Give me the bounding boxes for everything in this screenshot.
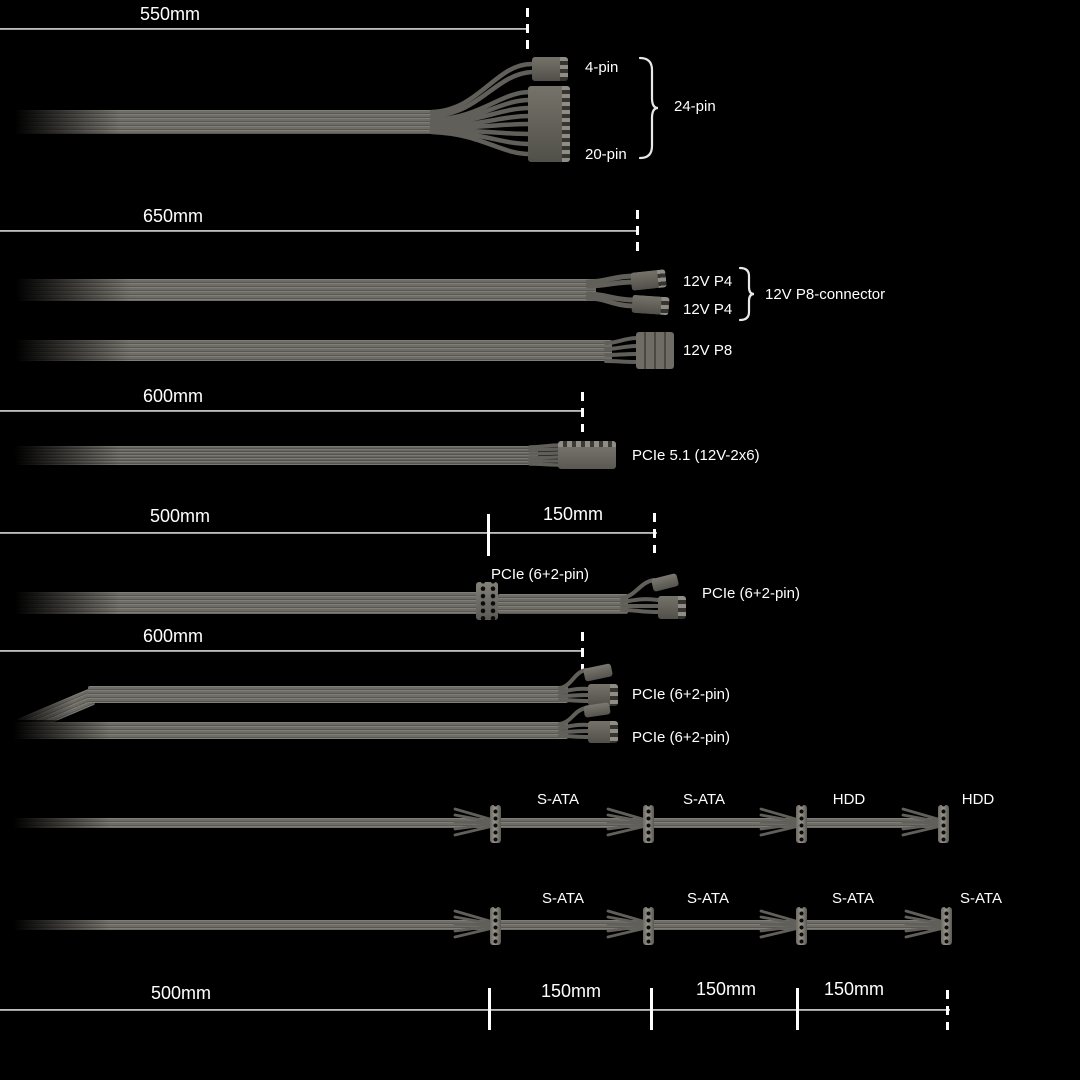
pcie51-connector-label: PCIe 5.1 (12V-2x6): [632, 447, 760, 464]
sata2-connector-2: [643, 907, 654, 945]
scale-tick-2: [650, 988, 653, 1030]
sata-hdd-fanin-1: [453, 807, 495, 837]
cpu-length-label: 650mm: [143, 206, 204, 226]
pcie-dual-top-6pin-connector: [588, 684, 618, 706]
scale-segment-4-label: 150mm: [824, 979, 885, 999]
cpu-p4-connector-top: [630, 269, 667, 291]
pcie-dual-bottom-2pin-connector: [583, 702, 611, 718]
sata2-connector-4: [941, 907, 952, 945]
pcie-chain-end-fan: [620, 578, 660, 614]
pcie51-length-label: 600mm: [143, 386, 204, 406]
pcie51-cable-fade: [0, 444, 120, 467]
hdd-connector-1: [796, 805, 807, 843]
pcie-dual-top-label: PCIe (6+2-pin): [632, 686, 730, 703]
cpu-p8-connector: [636, 332, 674, 369]
cpu-p4-top-label: 12V P4: [683, 273, 733, 290]
pcie-chain-cable-ribbon-ext: [498, 594, 628, 614]
pcie-dual-measure-line: [0, 650, 584, 652]
hdd-fanin-2: [901, 807, 943, 837]
pcie51-measure-tick: [581, 392, 584, 432]
pcie-dual-top-cable-ribbon: [88, 686, 568, 703]
atx-cable-fade: [0, 108, 120, 136]
cpu-p8-cable-ribbon: [0, 340, 612, 361]
sata-connector-1: [490, 805, 501, 843]
atx-measure-tick: [526, 8, 529, 50]
scale-tick-3: [796, 988, 799, 1030]
brace-24pin-icon: [638, 56, 659, 160]
brace-p8-icon: [738, 266, 755, 322]
scale-measure-line: [0, 1009, 950, 1011]
pcie-chain-end-tick: [653, 513, 656, 553]
pcie-dual-measure-tick: [581, 632, 584, 672]
pcie-dual-bottom-cable-ribbon: [0, 722, 568, 739]
sata-hdd-fanin-2: [606, 807, 648, 837]
sata2-fanin-4: [904, 909, 946, 939]
atx-20pin-connector: [528, 86, 570, 162]
pcie-chain-length-main-label: 500mm: [150, 506, 211, 526]
cpu-p4-cable-fan: [585, 273, 637, 309]
sata-label-2: S-ATA: [687, 890, 729, 907]
pcie51-connector: [558, 441, 616, 469]
sata-cable-fade: [0, 918, 110, 932]
atx-20pin-label: 20-pin: [585, 146, 627, 163]
scale-tick-1: [488, 988, 491, 1030]
sata-hdd-label-3: HDD: [832, 791, 866, 808]
cpu-p4-cable-fade: [0, 277, 130, 303]
pcie-dual-bottom-label: PCIe (6+2-pin): [632, 729, 730, 746]
cpu-p8-label: 12V P8: [683, 342, 733, 359]
sata-hdd-label-4: HDD: [961, 791, 995, 808]
atx-4pin-connector: [532, 57, 568, 81]
cpu-p4-cable-ribbon: [0, 279, 596, 301]
sata-hdd-label-2: S-ATA: [683, 791, 725, 808]
cpu-measure-line: [0, 230, 638, 232]
cpu-measure-tick: [636, 210, 639, 252]
atx-4pin-label: 4-pin: [585, 59, 619, 76]
pcie-dual-bottom-6pin-connector: [588, 721, 618, 743]
pcie-chain-cable-ribbon-main: [0, 592, 480, 614]
sata2-connector-1: [490, 907, 501, 945]
pcie-chain-mid-tick: [487, 514, 490, 556]
cpu-p8-group-label: 12V P8-connector: [765, 286, 886, 303]
cpu-p8-cable-fan: [604, 336, 640, 364]
sata-label-3: S-ATA: [832, 890, 874, 907]
pcie51-cable-ribbon: [0, 446, 538, 465]
sata-hdd-cable-fade: [0, 816, 110, 830]
scale-segment-1-label: 500mm: [151, 983, 212, 1003]
sata2-fanin-1: [453, 909, 495, 939]
cpu-p4-bottom-label: 12V P4: [683, 301, 733, 318]
sata-connector-2: [643, 805, 654, 843]
pcie-chain-mid-label: PCIe (6+2-pin): [491, 566, 589, 583]
atx-24pin-label: 24-pin: [674, 98, 716, 115]
pcie51-cable-fan: [528, 443, 562, 467]
hdd-connector-2: [938, 805, 949, 843]
pcie-chain-end-label: PCIe (6+2-pin): [702, 585, 800, 602]
pcie-dual-bottom-cable-fade: [0, 720, 110, 741]
pcie-dual-length-label: 600mm: [143, 626, 204, 646]
scale-tick-end: [946, 990, 949, 1030]
pcie-chain-end-6pin-connector: [658, 596, 686, 619]
scale-segment-2-label: 150mm: [541, 981, 602, 1001]
atx-cable-fan: [429, 61, 535, 157]
sata2-fanin-2: [606, 909, 648, 939]
sata2-connector-3: [796, 907, 807, 945]
sata-label-4: S-ATA: [960, 890, 1002, 907]
cpu-p8-cable-fade: [0, 338, 130, 363]
pcie-dual-bottom-fan: [558, 706, 592, 739]
atx-measure-line: [0, 28, 528, 30]
pcie-chain-cable-fade: [0, 590, 120, 616]
sata-label-1: S-ATA: [542, 890, 584, 907]
cpu-p4-connector-bottom: [631, 294, 670, 316]
pcie-chain-length-ext-label: 150mm: [543, 504, 604, 524]
pcie51-measure-line: [0, 410, 584, 412]
hdd-fanin-1: [759, 807, 801, 837]
scale-segment-3-label: 150mm: [696, 979, 757, 999]
sata2-fanin-3: [759, 909, 801, 939]
pcie-chain-measure-line: [0, 532, 657, 534]
pcie-chain-mid-connector: [476, 582, 498, 620]
atx-length-label: 550mm: [140, 4, 201, 24]
sata-hdd-label-1: S-ATA: [537, 791, 579, 808]
